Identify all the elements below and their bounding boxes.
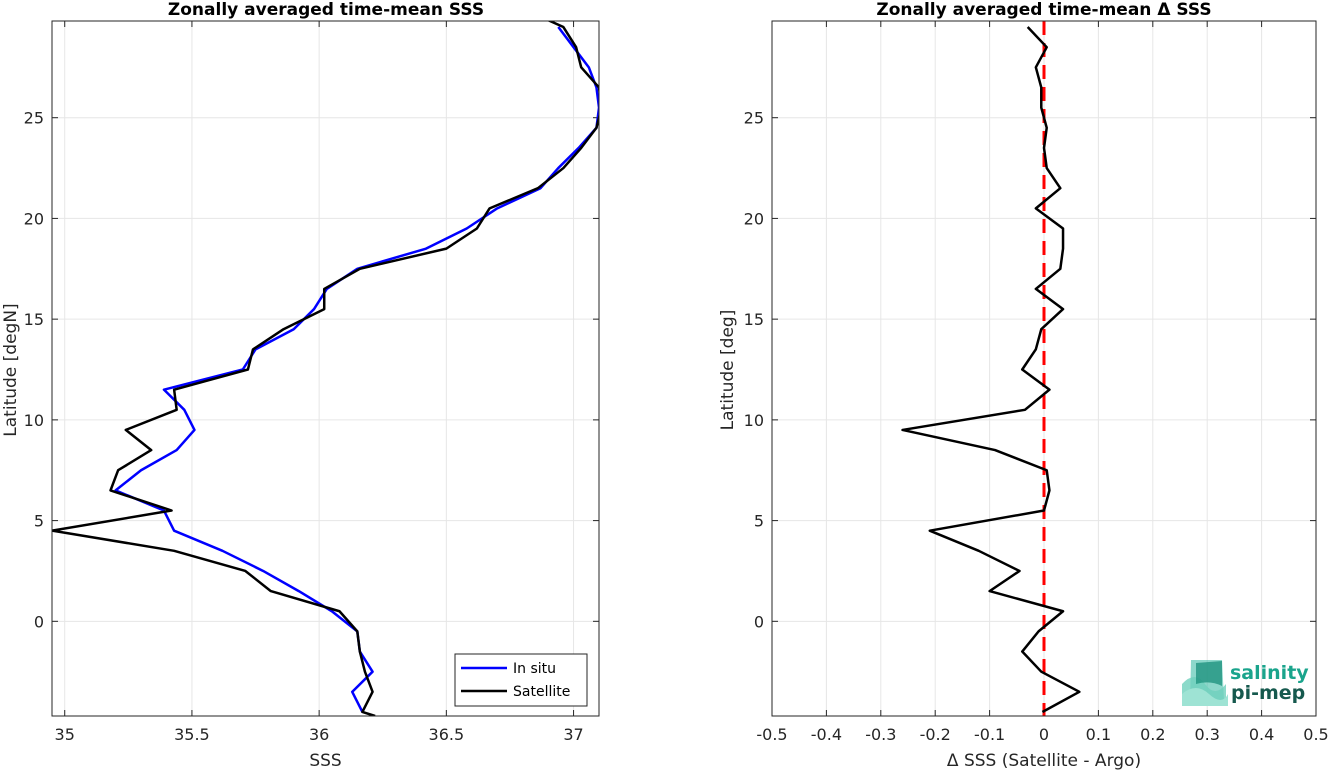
logo-wave-icon [1182, 660, 1228, 706]
series-line-delta [901, 26, 1081, 714]
x-tick-label: 0.1 [1086, 725, 1111, 744]
axes-frame [771, 20, 1317, 717]
x-axis-label: SSS [309, 751, 341, 770]
logo-text-salinity: salinity [1230, 662, 1309, 684]
x-tick-label: 37 [563, 725, 583, 744]
y-tick-label: 15 [24, 310, 44, 329]
x-tick-label: 35.5 [174, 725, 210, 744]
x-tick-label: 0.5 [1303, 725, 1328, 744]
x-tick-label: -0.2 [920, 725, 951, 744]
axes-frame [51, 20, 600, 717]
y-tick-label: 10 [24, 411, 44, 430]
series-line-satellite [52, 21, 599, 716]
y-tick-label: 5 [34, 512, 44, 531]
y-tick-label: 0 [34, 612, 44, 631]
y-tick-label: 20 [24, 209, 44, 228]
x-tick-label: 36 [309, 725, 329, 744]
right-plot-delta-sss: -0.5 -0.4 -0.3 -0.2 -0.1 0 0.1 0.2 0.3 0.4 0.5 0 5 10… [718, 0, 1329, 770]
plot-area [52, 21, 599, 716]
logo-text-pi-mep: pi-mep [1231, 682, 1305, 704]
salinity-pi-mep-logo: salinity pi-mep [1182, 660, 1309, 706]
series-group [52, 21, 599, 716]
x-tick-label: 0.4 [1249, 725, 1274, 744]
x-tick-label: -0.5 [756, 725, 787, 744]
legend-label-satellite: Satellite [513, 684, 570, 700]
y-tick-label: 0 [754, 612, 764, 631]
x-tick-label: -0.4 [811, 725, 842, 744]
series-line-in-situ [114, 26, 599, 713]
x-tick-label: 0 [1039, 725, 1049, 744]
y-tick-label: 15 [744, 310, 764, 329]
chart-title: Zonally averaged time-mean Δ SSS [876, 0, 1211, 20]
series-group [901, 21, 1081, 716]
x-tick-label: 0.2 [1140, 725, 1165, 744]
legend-box [454, 653, 588, 707]
y-tick-label: 25 [24, 109, 44, 128]
y-axis-label: Latitude [deg] [718, 310, 738, 431]
y-tick-label: 10 [744, 411, 764, 430]
x-tick-label: -0.3 [865, 725, 896, 744]
x-tick-label: 35 [55, 725, 75, 744]
x-tick-label: 0.3 [1194, 725, 1219, 744]
chart-title: Zonally averaged time-mean SSS [168, 0, 484, 20]
x-tick-label: -0.1 [974, 725, 1005, 744]
y-tick-label: 5 [754, 512, 764, 531]
left-plot-sss: 35 35.5 36 36.5 37 0 5 10 15 20 25 Zonally averaged… [1, 0, 600, 770]
y-tick-label: 20 [744, 209, 764, 228]
x-tick-label: 36.5 [429, 725, 465, 744]
y-tick-label: 25 [744, 109, 764, 128]
legend-label-in-situ: In situ [513, 661, 556, 677]
legend: In situ Satellite [454, 653, 588, 707]
y-axis-label: Latitude [degN] [1, 303, 21, 436]
x-axis-label: Δ SSS (Satellite - Argo) [947, 751, 1141, 770]
